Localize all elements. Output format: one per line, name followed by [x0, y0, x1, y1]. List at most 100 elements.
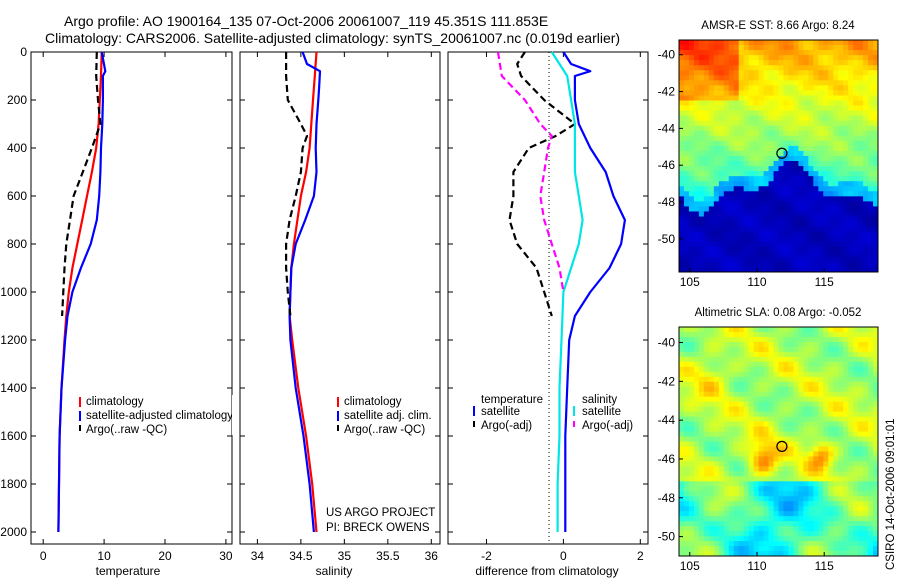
map-cell: [768, 516, 774, 522]
map-cell: [803, 50, 809, 56]
map-cell: [838, 366, 844, 373]
map-cell: [818, 75, 824, 81]
map-cell: [868, 120, 874, 127]
map-cell: [758, 391, 764, 398]
map-cell: [753, 90, 760, 96]
map-cell: [743, 546, 750, 552]
map-cell: [873, 421, 879, 427]
map-cell: [713, 426, 720, 432]
map-cell: [803, 421, 809, 427]
map-cell: [853, 491, 859, 497]
map-cell: [778, 461, 784, 467]
map-cell: [808, 336, 814, 343]
map-cell: [798, 125, 804, 132]
map-cell: [693, 140, 700, 147]
map-cell: [728, 351, 735, 358]
map-cell: [763, 115, 769, 122]
map-cell: [858, 236, 864, 243]
map-cell: [743, 356, 750, 363]
map-cell: [688, 451, 695, 457]
map-cell: [788, 411, 794, 418]
map-cell: [823, 381, 829, 388]
map-cell: [828, 551, 834, 557]
map-cell: [803, 356, 809, 363]
map-cell: [813, 40, 819, 46]
map-cell: [773, 110, 779, 117]
map-cell: [688, 206, 695, 212]
map-cell: [768, 381, 774, 388]
map-cell: [703, 331, 710, 338]
map-cell: [679, 341, 685, 348]
map-cell: [753, 221, 760, 228]
map-cell: [748, 341, 755, 348]
map-cell: [763, 486, 769, 492]
map-cell: [763, 346, 769, 353]
map-cell: [753, 491, 760, 497]
map-cell: [703, 206, 710, 212]
map-cell: [783, 266, 789, 273]
map-cell: [778, 471, 784, 477]
map-cell: [708, 90, 715, 96]
map-cell: [753, 551, 760, 557]
map-cell: [843, 115, 849, 122]
map-cell: [833, 196, 839, 202]
map-cell: [868, 501, 874, 507]
map-cell: [783, 140, 789, 147]
map-cell: [733, 186, 740, 192]
map-cell: [808, 80, 814, 86]
map-cell: [698, 476, 705, 482]
map-cell: [783, 511, 789, 517]
map-cell: [763, 526, 769, 532]
map-cell: [693, 401, 700, 408]
map-cell: [793, 361, 799, 368]
map-cell: [753, 401, 760, 408]
map-cell: [738, 456, 745, 462]
map-cell: [728, 140, 735, 147]
map-cell: [858, 125, 864, 132]
map-cell: [773, 466, 779, 472]
map-cell: [693, 236, 700, 243]
map-cell: [843, 246, 849, 253]
map-cell: [843, 135, 849, 142]
map-cell: [793, 416, 799, 422]
map-cell: [713, 411, 720, 418]
map-cell: [828, 506, 834, 512]
map-cell: [823, 546, 829, 552]
map-cell: [788, 166, 794, 172]
map-cell: [778, 446, 784, 452]
map-cell: [828, 75, 834, 81]
map-cell: [758, 216, 764, 222]
map-cell: [688, 145, 695, 152]
map-cell: [688, 266, 695, 273]
map-cell: [828, 145, 834, 152]
map-cell: [868, 376, 874, 383]
map-cell: [763, 181, 769, 187]
map-cell: [843, 55, 849, 61]
map-cell: [848, 501, 854, 507]
map-cell: [858, 226, 864, 233]
map-cell: [813, 526, 819, 532]
map-cell: [808, 416, 814, 422]
map-cell: [793, 55, 799, 61]
map-cell: [738, 536, 745, 542]
map-cell: [679, 156, 685, 162]
map-cell: [873, 551, 879, 557]
map-cell: [818, 261, 824, 268]
map-cell: [793, 50, 799, 56]
map-cell: [808, 506, 814, 512]
map-cell: [723, 491, 730, 497]
map-cell: [698, 421, 705, 427]
map-cell: [813, 536, 819, 542]
map-cell: [793, 541, 799, 547]
map-cell: [748, 50, 755, 56]
map-cell: [808, 226, 814, 233]
map-cell: [698, 526, 705, 532]
map-cell: [788, 327, 794, 333]
map-cell: [698, 516, 705, 522]
map-cell: [693, 436, 700, 442]
map-cell: [823, 426, 829, 432]
map-cell: [733, 516, 740, 522]
map-cell: [753, 511, 760, 517]
temperature-legend: climatology satellite-adjusted climatolo…: [79, 396, 233, 436]
map-cell: [713, 371, 720, 378]
